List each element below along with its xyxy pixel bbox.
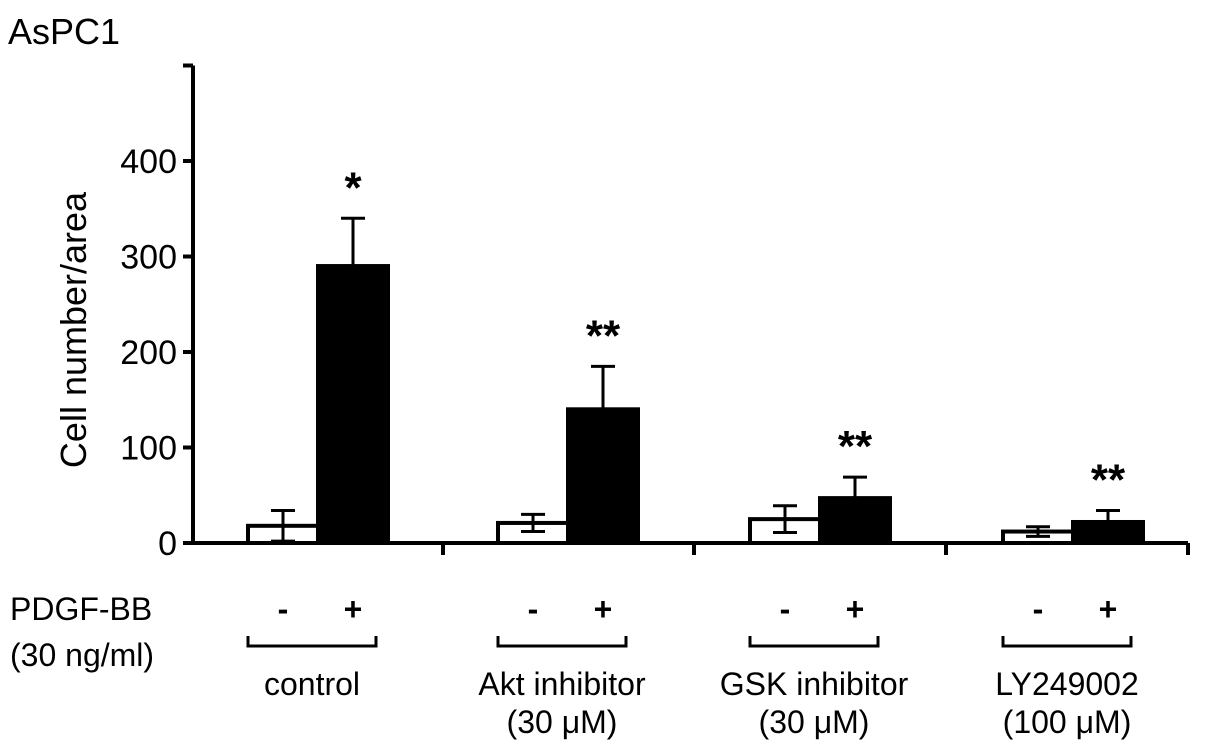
y-tick-label: 300 [120, 239, 177, 277]
axes: 0 100 200 300 400 [120, 63, 1190, 563]
group-label: LY249002 [995, 666, 1139, 702]
treatment-sign: - [780, 591, 791, 627]
y-tick-label: 100 [120, 430, 177, 468]
y-axis-label: Cell number/area [53, 191, 94, 468]
group-bracket [1001, 636, 1133, 648]
treatment-sign: + [344, 591, 363, 627]
group-bracket [246, 636, 378, 648]
bars: - * + - ** + - ** + - ** + [246, 163, 1145, 627]
group-label: Akt inhibitor [478, 666, 646, 702]
significance-marker: * [344, 163, 362, 212]
group-label: GSK inhibitor [720, 666, 909, 702]
group-label-sub: (30 μM) [507, 704, 618, 740]
y-tick-label: 200 [120, 334, 177, 372]
significance-marker: ** [838, 422, 873, 471]
treatment-sign: + [594, 591, 613, 627]
treatment-sign: - [528, 591, 539, 627]
bar [1071, 519, 1145, 545]
treatment-sign: - [278, 591, 289, 627]
bar [818, 496, 892, 545]
group-bracket [496, 636, 628, 648]
group-label: control [264, 666, 360, 702]
bar [566, 407, 640, 545]
treatment-sign: - [1033, 591, 1044, 627]
bar [316, 264, 390, 545]
group-label-sub: (30 μM) [759, 704, 870, 740]
group-label-sub: (100 μM) [1003, 704, 1132, 740]
group-bracket [748, 636, 880, 648]
significance-marker: ** [586, 311, 621, 360]
significance-marker: ** [1091, 456, 1126, 505]
treatment-label-line2: (30 ng/ml) [10, 637, 154, 673]
treatment-sign: + [1099, 591, 1118, 627]
treatment-sign: + [846, 591, 865, 627]
y-tick-label: 400 [120, 143, 177, 181]
chart-title: AsPC1 [8, 11, 120, 52]
treatment-label-line1: PDGF-BB [10, 591, 152, 627]
y-tick-label: 0 [158, 525, 177, 563]
group-labels: control Akt inhibitor(30 μM)GSK inhibitor… [246, 636, 1139, 740]
